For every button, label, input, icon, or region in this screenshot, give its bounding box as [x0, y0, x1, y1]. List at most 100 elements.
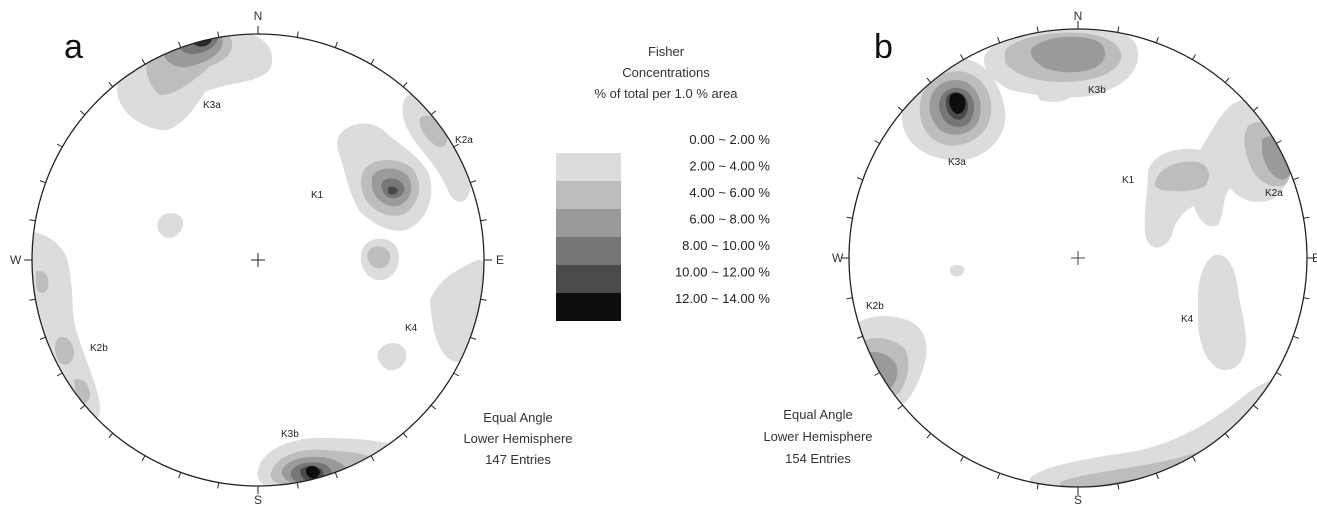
- tick-mark: [1303, 216, 1310, 219]
- set-label-b-k3b: K3b: [1088, 85, 1106, 96]
- legend-range-label: 10.00 ~ 12.00 %: [675, 265, 770, 280]
- tick-mark: [217, 482, 220, 489]
- projection-info-b: Equal Angle Lower Hemisphere 154 Entries: [763, 407, 872, 466]
- tick-mark: [178, 472, 182, 479]
- tick-mark: [997, 37, 1001, 43]
- tick-mark: [334, 472, 338, 479]
- tick-mark: [370, 58, 375, 65]
- tick-mark: [141, 58, 146, 65]
- info-line-a-1: Equal Angle: [483, 410, 552, 425]
- set-label-a-k1: K1: [311, 190, 324, 201]
- tick-mark: [874, 140, 880, 144]
- tick-mark: [29, 219, 36, 222]
- stereonet-b: b N S E W K3b K3a K1 K2a K4 K2b Equal An…: [763, 9, 1317, 506]
- info-line-a-2: Lower Hemisphere: [463, 431, 572, 446]
- tick-mark: [846, 297, 853, 300]
- set-label-b-k2b: K2b: [866, 301, 884, 312]
- tick-mark: [1276, 372, 1282, 376]
- legend-swatch: [556, 237, 621, 265]
- tick-mark: [402, 81, 408, 88]
- tick-mark: [402, 432, 408, 439]
- set-label-a-k2a: K2a: [455, 135, 473, 146]
- tick-mark: [480, 298, 487, 301]
- legend-range-label: 6.00 ~ 8.00 %: [689, 212, 770, 227]
- tick-mark: [1253, 404, 1259, 410]
- tick-mark: [370, 455, 375, 462]
- tick-mark: [1224, 77, 1230, 83]
- tick-mark: [1192, 456, 1196, 462]
- panel-letter-a: a: [64, 28, 83, 66]
- projection-info-a: Equal Angle Lower Hemisphere 147 Entries: [463, 410, 572, 467]
- tick-mark: [79, 404, 86, 410]
- tick-mark: [1293, 335, 1299, 339]
- legend-range-label: 8.00 ~ 10.00 %: [682, 238, 770, 253]
- set-label-b-k3a: K3a: [948, 157, 966, 168]
- tick-mark: [108, 432, 114, 439]
- tick-mark: [857, 177, 863, 181]
- tick-mark: [141, 455, 146, 462]
- stereonet-a: a N S E W K3a K2a K1 K4 K2b K3b Equal An…: [10, 9, 573, 506]
- tick-mark: [897, 106, 903, 112]
- west-label-a: W: [10, 253, 22, 267]
- tick-mark: [1036, 483, 1039, 490]
- tick-mark: [1224, 433, 1230, 439]
- north-label-b: N: [1074, 9, 1083, 23]
- tick-mark: [453, 143, 460, 148]
- panel-letter-b: b: [874, 28, 893, 66]
- set-label-a-k3b: K3b: [281, 429, 299, 440]
- legend-title-3: % of total per 1.0 % area: [594, 86, 738, 101]
- south-label-a: S: [254, 493, 262, 506]
- north-label-a: N: [254, 9, 263, 23]
- set-label-a-k4: K4: [405, 323, 418, 334]
- tick-mark: [1117, 26, 1120, 33]
- legend-title-2: Concentrations: [622, 65, 710, 80]
- tick-mark: [470, 336, 477, 340]
- tick-mark: [960, 54, 964, 60]
- tick-mark: [1036, 26, 1039, 33]
- tick-mark: [453, 372, 460, 377]
- tick-marks-b: [841, 21, 1315, 495]
- tick-mark: [56, 372, 63, 377]
- tick-mark: [897, 404, 903, 410]
- tick-mark: [334, 41, 338, 48]
- set-label-b-k1: K1: [1122, 175, 1135, 186]
- legend-range-label: 4.00 ~ 6.00 %: [689, 185, 770, 200]
- tick-mark: [430, 404, 437, 410]
- tick-mark: [430, 110, 437, 116]
- tick-mark: [217, 31, 220, 38]
- set-label-a-k3a: K3a: [203, 100, 221, 111]
- legend-swatch: [556, 153, 621, 181]
- tick-mark: [1276, 140, 1282, 144]
- center-cross-b: [1071, 251, 1085, 265]
- tick-mark: [108, 81, 114, 88]
- tick-mark: [1155, 473, 1159, 479]
- tick-mark: [296, 482, 299, 489]
- tick-mark: [1303, 297, 1310, 300]
- tick-mark: [1155, 37, 1159, 43]
- info-line-a-3: 147 Entries: [485, 452, 551, 467]
- legend-swatch: [556, 209, 621, 237]
- legend-swatch: [556, 293, 621, 321]
- legend-range-label: 2.00 ~ 4.00 %: [689, 159, 770, 174]
- tick-mark: [857, 335, 863, 339]
- tick-mark: [296, 31, 299, 38]
- tick-mark: [56, 143, 63, 148]
- legend-range-label: 12.00 ~ 14.00 %: [675, 291, 770, 306]
- tick-mark: [926, 433, 932, 439]
- set-label-a-k2b: K2b: [90, 343, 108, 354]
- density-contours-a: [32, 34, 484, 486]
- tick-mark: [178, 41, 182, 48]
- tick-marks-a: [24, 26, 492, 494]
- tick-mark: [960, 456, 964, 462]
- set-label-b-k4: K4: [1181, 314, 1194, 325]
- legend-range-label: 0.00 ~ 2.00 %: [689, 132, 770, 147]
- legend-swatch: [556, 265, 621, 293]
- south-label-b: S: [1074, 493, 1082, 506]
- tick-mark: [926, 77, 932, 83]
- legend: Fisher Concentrations % of total per 1.0…: [556, 44, 770, 321]
- tick-mark: [1253, 106, 1259, 112]
- tick-mark: [470, 180, 477, 184]
- tick-mark: [846, 216, 853, 219]
- west-label-b: W: [832, 251, 844, 265]
